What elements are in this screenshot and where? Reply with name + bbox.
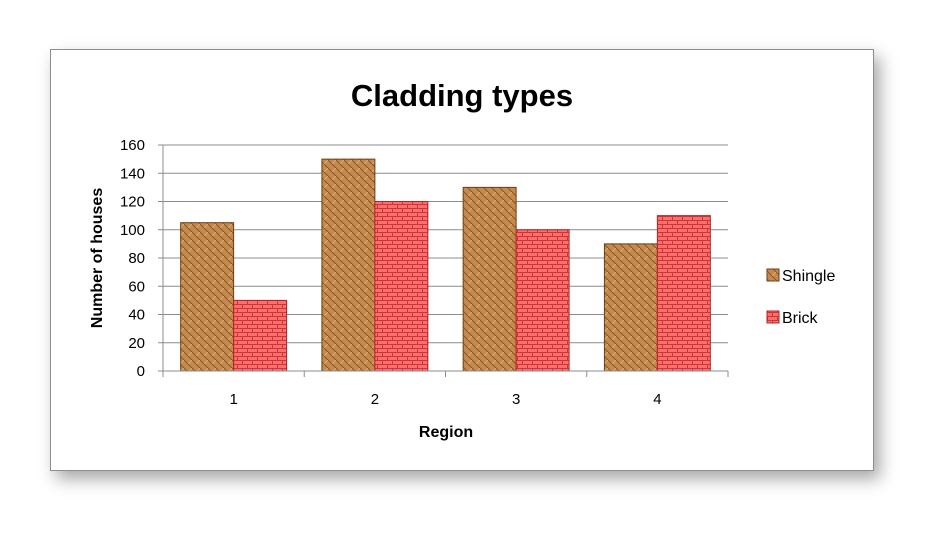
legend-label-brick: Brick [782,310,819,327]
y-tick-label: 40 [128,307,145,324]
bar-shingle-4 [603,243,658,372]
legend-label-shingle: Shingle [782,268,835,285]
y-tick-label: 140 [120,165,145,182]
x-tick-label: 2 [371,391,379,408]
y-tick-label: 0 [137,363,145,380]
x-tick-label: 4 [653,391,661,408]
bar-shingle-2 [321,158,376,372]
bar-brick-3 [515,229,570,372]
bar-shingle-3 [462,186,517,372]
x-tick-label: 3 [512,391,520,408]
chart-title: Cladding types [351,78,573,113]
legend-swatch-shingle [766,268,780,282]
y-tick-label: 120 [120,194,145,211]
bar-brick-2 [374,201,429,372]
bar-shingle-1 [180,222,235,372]
y-tick-label: 100 [120,222,145,239]
legend-swatch-brick [766,310,780,324]
bars [180,158,711,372]
axes: 0 20 40 60 80 100 120 140 160 1 2 3 4 [120,137,729,408]
x-tick-label: 1 [229,391,237,408]
x-axis-title: Region [419,424,473,441]
y-tick-label: 80 [128,250,145,267]
y-axis-title: Number of houses [89,188,106,329]
y-tick-label: 20 [128,335,145,352]
legend: Shingle Brick [766,268,835,327]
y-tick-label: 160 [120,137,145,154]
y-tick-label: 60 [128,278,145,295]
bar-brick-1 [233,299,288,372]
bar-brick-4 [656,215,711,372]
